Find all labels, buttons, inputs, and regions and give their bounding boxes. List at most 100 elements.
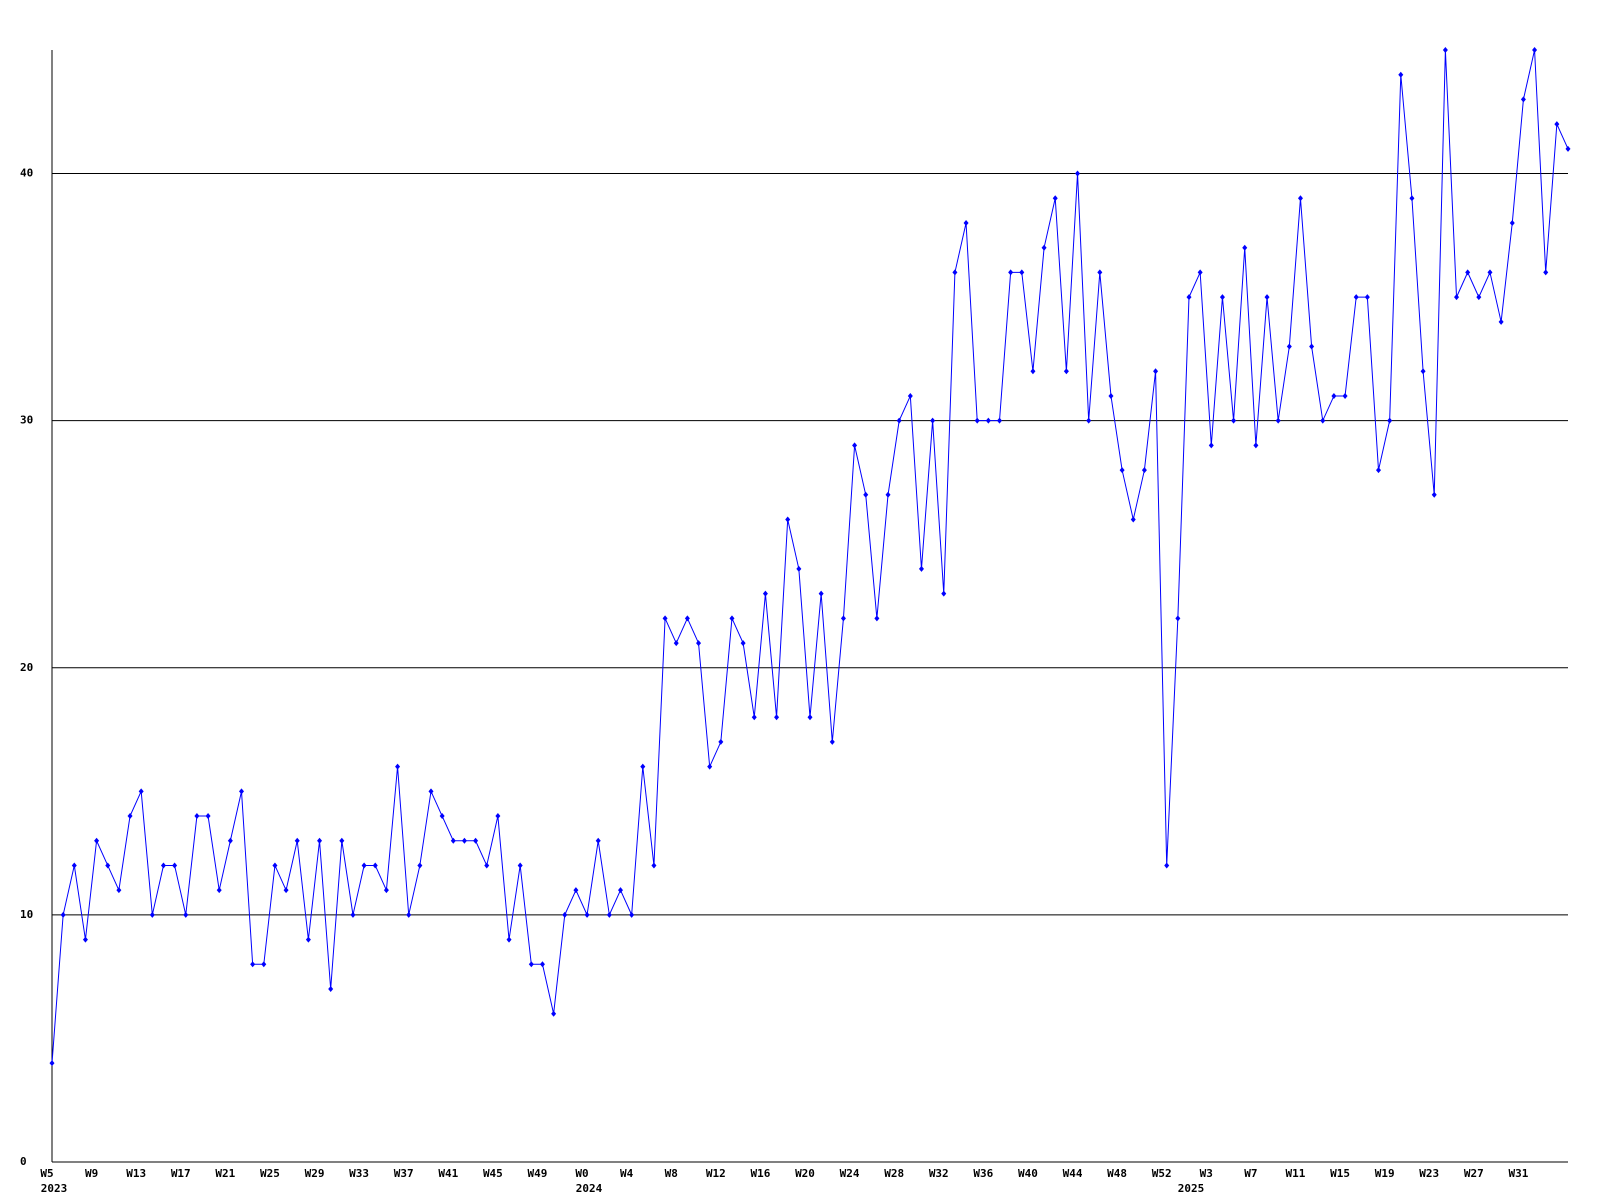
marker [205,813,211,820]
marker [785,516,791,523]
marker [383,887,389,894]
marker [606,911,612,918]
x-tick-label: W9 [85,1167,98,1180]
marker [684,615,690,622]
marker [1275,417,1281,424]
marker [1175,615,1181,622]
marker [227,837,233,844]
marker [707,763,713,770]
marker [1164,862,1170,869]
marker [406,911,412,918]
marker [350,911,356,918]
marker [852,442,858,449]
marker [1364,294,1370,301]
marker [250,961,256,968]
marker [71,862,77,869]
marker [1141,467,1147,474]
y-tick-label: 20 [20,661,33,674]
marker [539,961,545,968]
marker [1231,417,1237,424]
x-tick-label: W33 [349,1167,369,1180]
marker [1119,467,1125,474]
line [51,49,1569,1064]
marker [1387,417,1393,424]
x-year-label: 2025 [1178,1182,1205,1195]
marker [840,615,846,622]
marker [1498,318,1504,325]
marker [1253,442,1259,449]
marker [874,615,880,622]
marker [1509,219,1515,226]
marker [1465,269,1471,276]
marker [417,862,423,869]
marker [1019,269,1025,276]
x-tick-label: W37 [394,1167,414,1180]
marker [1431,491,1437,498]
marker [49,1060,55,1067]
marker [885,491,891,498]
marker [1543,269,1549,276]
marker [506,936,512,943]
marker [985,417,991,424]
marker [974,417,980,424]
marker [1353,294,1359,301]
marker [896,417,902,424]
x-tick-label: W41 [438,1167,458,1180]
x-tick-label: W19 [1375,1167,1395,1180]
x-tick-label: W25 [260,1167,280,1180]
x-year-label: 2023 [41,1182,68,1195]
marker [1008,269,1014,276]
marker [1052,195,1058,202]
marker [1565,145,1571,152]
marker [740,640,746,647]
marker [317,837,323,844]
x-year-label: 2024 [576,1182,603,1195]
x-tick-label: W49 [528,1167,548,1180]
marker [562,911,568,918]
marker [105,862,111,869]
marker [1532,47,1538,53]
x-tick-label: W15 [1330,1167,1350,1180]
marker [1286,343,1292,350]
marker [1487,269,1493,276]
marker [283,887,289,894]
marker [1153,368,1159,375]
marker [941,590,947,597]
x-tick-label: W20 [795,1167,815,1180]
marker [1554,121,1560,128]
marker [495,813,501,820]
marker [1409,195,1415,202]
marker [528,961,534,968]
y-tick-label: 40 [20,167,33,180]
marker [673,640,679,647]
y-tick-label: 10 [20,908,33,921]
marker [517,862,523,869]
marker [294,837,300,844]
marker [183,911,189,918]
marker [1297,195,1303,202]
marker [160,862,166,869]
marker [1041,244,1047,251]
marker [1442,47,1448,53]
marker [1420,368,1426,375]
marker [863,491,869,498]
marker [272,862,278,869]
x-tick-label: W5 [40,1167,53,1180]
marker [461,837,467,844]
marker [239,788,244,795]
marker [729,615,735,622]
marker [952,269,958,276]
marker [82,936,88,943]
marker [696,640,702,647]
x-tick-label: W13 [126,1167,146,1180]
marker [963,219,969,226]
x-tick-label: W7 [1244,1167,1257,1180]
x-tick-label: W32 [929,1167,949,1180]
x-tick-label: W44 [1063,1167,1083,1180]
marker [551,1010,557,1017]
marker [94,837,100,844]
marker [216,887,222,894]
x-tick-label: W8 [665,1167,678,1180]
x-tick-label: W31 [1508,1167,1528,1180]
